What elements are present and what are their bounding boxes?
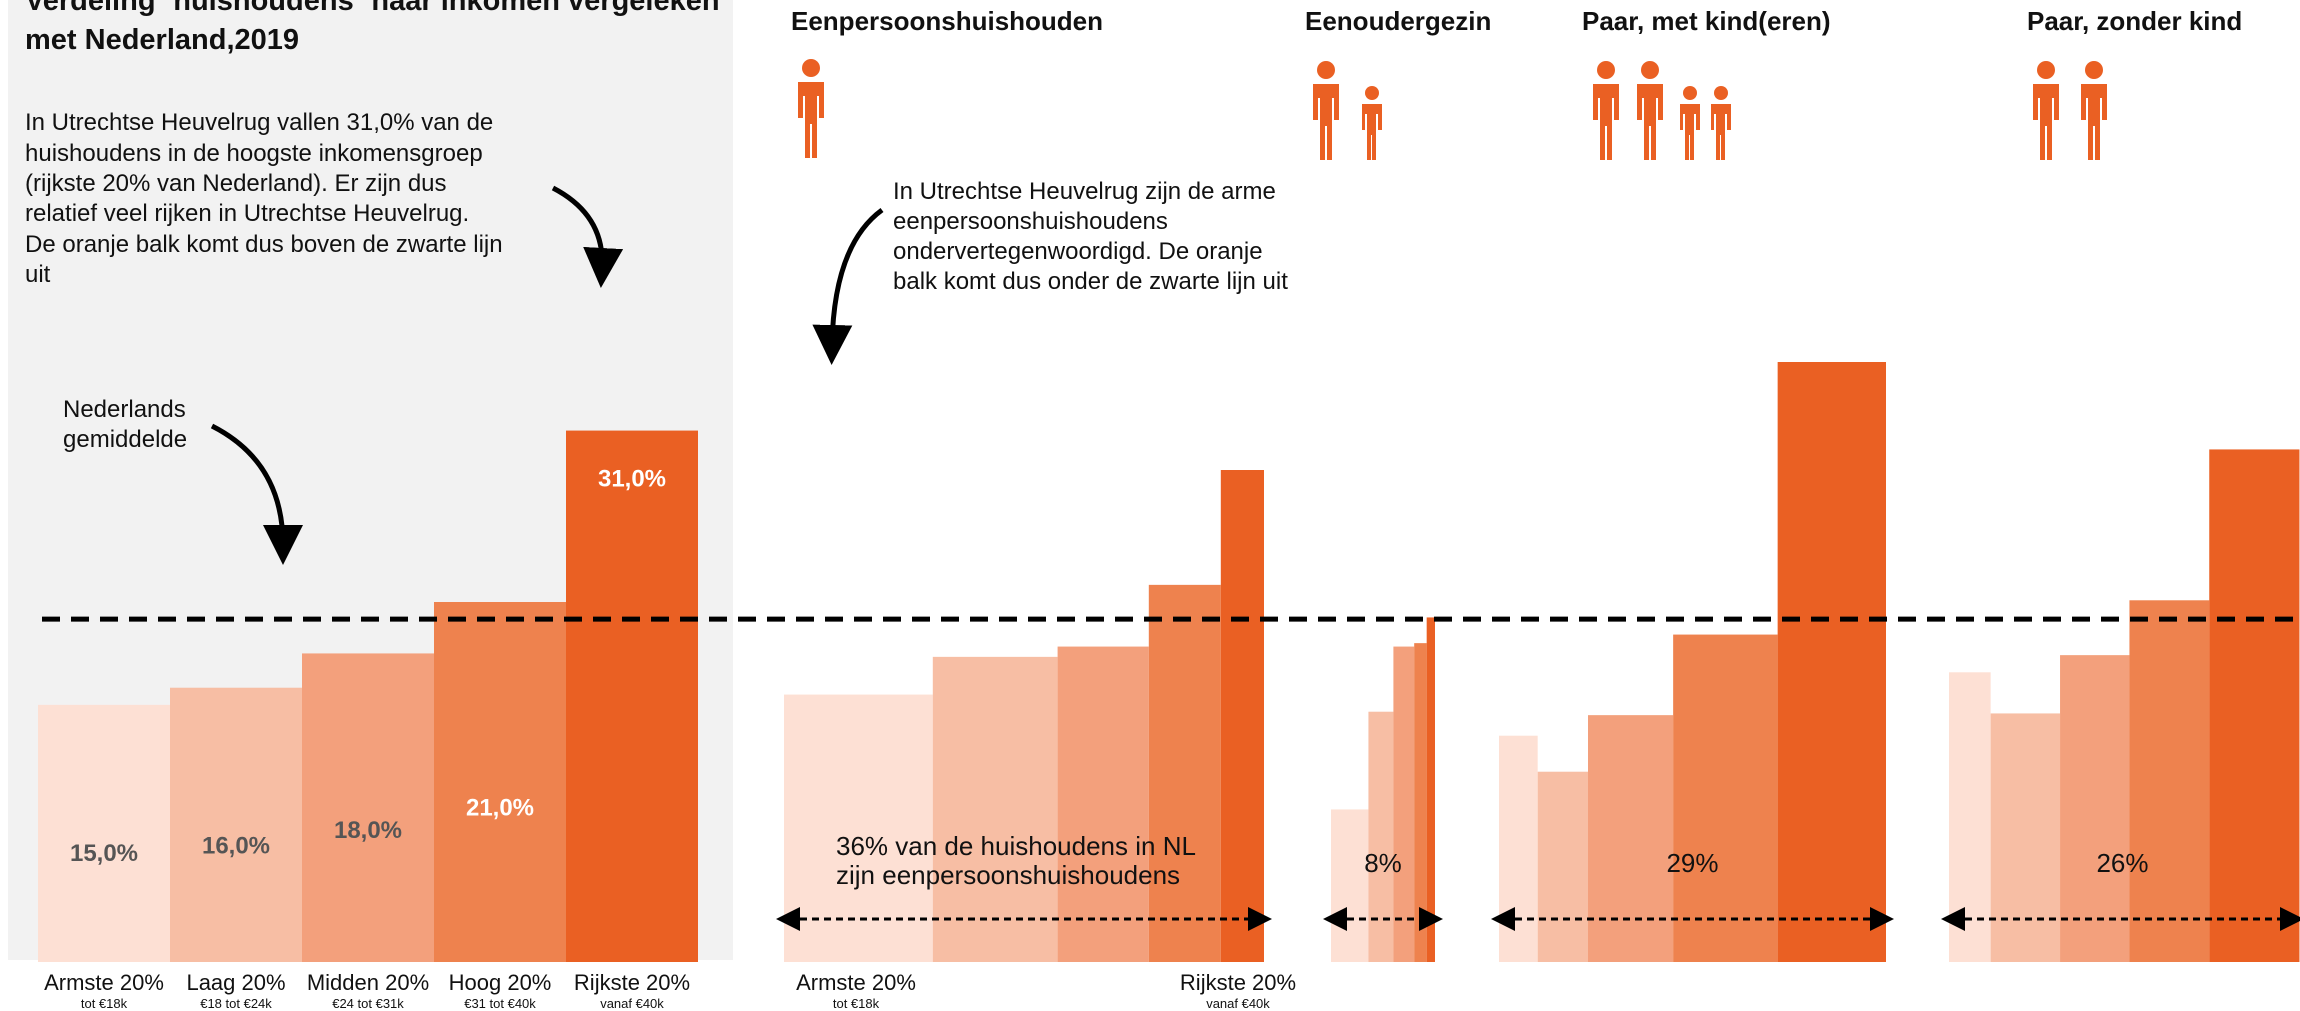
bar-couple-kids-4: [1673, 634, 1778, 962]
bar-single-parent-1: [1331, 809, 1369, 962]
bar-value-label-3: 18,0%: [334, 817, 402, 844]
bar-single-2: [932, 656, 1058, 962]
single-axis-first-sublabel: tot €18k: [833, 996, 880, 1011]
bar-main-1: [38, 704, 170, 962]
bar-single-parent-5: [1426, 617, 1435, 962]
couple-icon: [2033, 61, 2107, 160]
share-label-line-2: zijn eenpersoonshuishoudens: [836, 860, 1180, 890]
group-title-single-parent: Eenoudergezin: [1305, 6, 1491, 36]
nl-average-label-line-2: gemiddelde: [63, 426, 187, 453]
singles-note-arrow: [812, 207, 884, 365]
bar-main-5: [566, 430, 698, 963]
bar-couple-kids-2: [1537, 771, 1589, 962]
bar-couple-kids-3: [1588, 715, 1674, 962]
group-title-single: Eenpersoonshuishouden: [791, 6, 1103, 36]
bar-main-2: [170, 687, 302, 962]
category-sublabel-5: vanaf €40k: [600, 996, 664, 1011]
intro-text-line-5: De oranje balk komt dus boven de zwarte …: [25, 231, 503, 258]
group-title-couple: Paar, zonder kind: [2027, 6, 2242, 36]
group-title-couple-kids: Paar, met kind(eren): [1582, 6, 1831, 36]
bar-couple-kids-1: [1499, 735, 1538, 962]
bar-main-4: [434, 602, 566, 962]
intro-text-line-2: huishoudens in de hoogste inkomensgroep: [25, 140, 483, 167]
category-label-3: Midden 20%: [307, 970, 429, 995]
share-label-single-parent: 8%: [1364, 848, 1402, 878]
bar-single-1: [784, 694, 933, 962]
bar-value-label-4: 21,0%: [466, 795, 534, 822]
bars-layer: [38, 362, 2300, 963]
nl-average-label: Nederlands gemiddelde: [63, 396, 192, 453]
singles-note-line-1: In Utrechtse Heuvelrug zijn de arme: [893, 178, 1276, 205]
intro-arrow: [551, 185, 624, 288]
category-label-5: Rijkste 20%: [574, 970, 690, 995]
bar-main-3: [302, 653, 434, 962]
bar-value-label-5: 31,0%: [598, 466, 666, 493]
singles-note-line-3: ondervertegenwoordigd. De oranje: [893, 238, 1263, 265]
intro-text-line-3: (rijkste 20% van Nederland). Er zijn dus: [25, 170, 447, 197]
single-axis-last-sublabel: vanaf €40k: [1206, 996, 1270, 1011]
chart-title-line-1: Verdeling¹ huishoudens² naar inkomen ver…: [25, 0, 720, 17]
bar-couple-2: [1990, 713, 2061, 962]
single-axis-first-label: Armste 20%: [796, 970, 916, 995]
intro-text-line-6: uit: [25, 261, 51, 288]
category-label-4: Hoog 20%: [449, 970, 552, 995]
share-label-couple-kids: 29%: [1666, 848, 1718, 878]
bar-value-label-1: 15,0%: [70, 840, 138, 867]
adult-and-child-icon: [1313, 61, 1382, 160]
intro-text-line-1: In Utrechtse Heuvelrug vallen 31,0% van …: [25, 109, 493, 136]
nl-average-arrow: [210, 423, 303, 565]
category-sublabel-3: €24 tot €31k: [332, 996, 404, 1011]
category-label-1: Armste 20%: [44, 970, 164, 995]
category-sublabel-1: tot €18k: [81, 996, 128, 1011]
singles-note-line-4: balk komt dus onder de zwarte lijn uit: [893, 268, 1288, 295]
bar-couple-kids-5: [1777, 362, 1886, 962]
person-icon: [798, 59, 824, 158]
category-sublabel-2: €18 tot €24k: [200, 996, 272, 1011]
single-axis-last-label: Rijkste 20%: [1180, 970, 1296, 995]
chart-title: Verdeling¹ huishoudens² naar inkomen ver…: [25, 0, 728, 56]
bar-single-parent-2: [1368, 711, 1394, 962]
bar-value-label-2: 16,0%: [202, 832, 270, 859]
category-sublabel-4: €31 tot €40k: [464, 996, 536, 1011]
bar-single-3: [1057, 646, 1149, 962]
singles-note: In Utrechtse Heuvelrug zijn de arme eenp…: [893, 178, 1288, 295]
intro-text: In Utrechtse Heuvelrug vallen 31,0% van …: [25, 109, 509, 288]
family-icon: [1593, 61, 1731, 160]
category-label-2: Laag 20%: [186, 970, 285, 995]
bar-couple-5: [2209, 449, 2300, 962]
bar-couple-3: [2060, 655, 2130, 962]
chart-title-line-2: met Nederland,2019: [25, 24, 299, 56]
share-label-line-1: 36% van de huishoudens in NL: [836, 831, 1196, 861]
intro-text-line-4: relatief veel rijken in Utrechtse Heuvel…: [25, 200, 469, 227]
bar-single-parent-3: [1393, 646, 1415, 962]
bar-single-parent-4: [1414, 643, 1427, 962]
bar-couple-4: [2129, 600, 2210, 962]
share-label-single: 36% van de huishoudens in NL zijn eenpers…: [836, 831, 1196, 890]
bar-single-4: [1148, 584, 1221, 962]
singles-note-line-2: eenpersoonshuishoudens: [893, 208, 1168, 235]
share-label-couple: 26%: [2096, 848, 2148, 878]
bar-single-5: [1220, 470, 1264, 962]
nl-average-label-line-1: Nederlands: [63, 396, 186, 423]
